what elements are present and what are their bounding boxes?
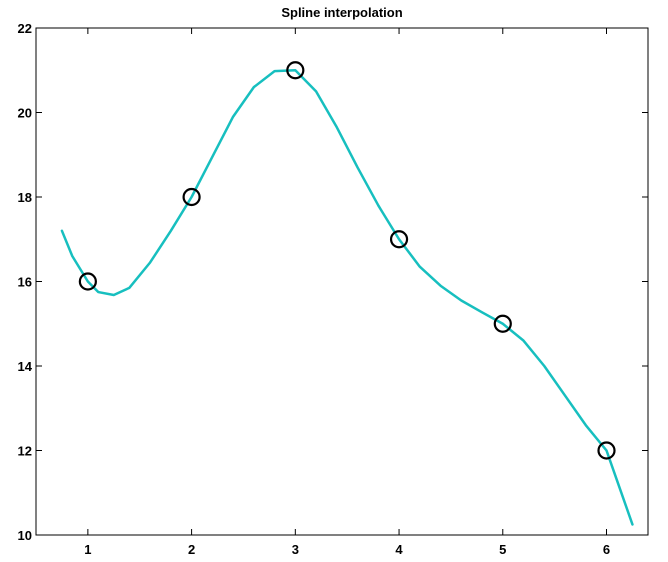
data-point-marker (493, 314, 512, 333)
x-tick-label: 6 (603, 542, 610, 557)
x-tick-label: 2 (188, 542, 195, 557)
data-point-marker (389, 230, 409, 249)
y-tick-label: 14 (18, 359, 33, 374)
data-point-marker (78, 272, 97, 291)
y-tick-label: 22 (18, 21, 32, 36)
y-tick-label: 16 (18, 275, 32, 290)
y-tick-label: 10 (18, 528, 32, 543)
x-tick-label: 4 (395, 542, 403, 557)
y-tick-label: 20 (18, 106, 32, 121)
spline-curve (60, 69, 634, 526)
y-tick-label: 18 (18, 190, 32, 205)
chart-title: Spline interpolation (281, 5, 402, 20)
x-tick-label: 5 (499, 542, 506, 557)
x-tick-label: 1 (84, 542, 91, 557)
data-point-marker (286, 61, 305, 80)
x-tick-label: 3 (292, 542, 299, 557)
x-axis: 1 2 3 4 5 6 (84, 28, 610, 557)
data-point-marker (597, 441, 616, 460)
series-layer (60, 61, 634, 526)
y-tick-label: 12 (18, 444, 32, 459)
data-point-marker (182, 187, 201, 207)
y-axis: 10 12 14 16 18 20 22 (18, 21, 648, 543)
